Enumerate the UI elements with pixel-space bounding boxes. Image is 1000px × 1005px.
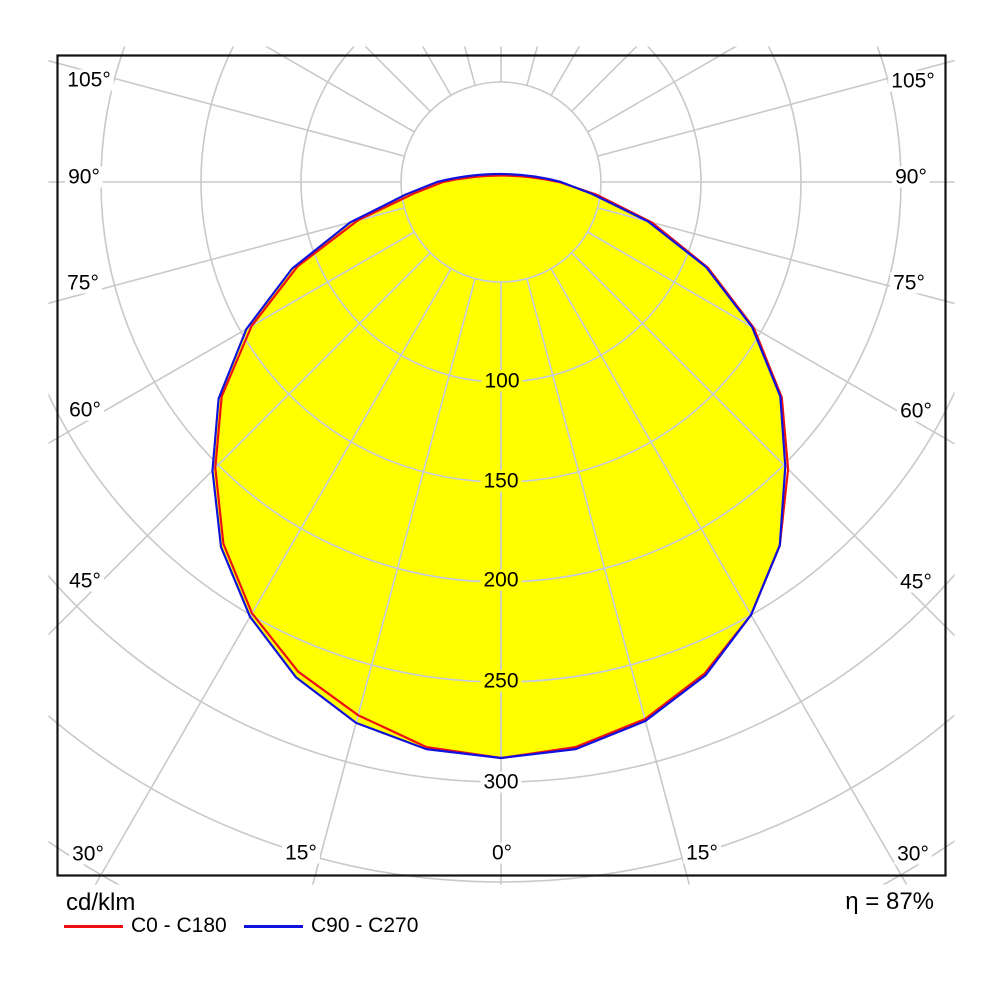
radial-label-300-bg	[480, 771, 522, 793]
grid-spoke-195	[463, 46, 476, 86]
radial-label-150: 150	[483, 470, 518, 493]
efficiency-label: η = 87%	[845, 888, 934, 915]
grid-spoke-105	[597, 59, 955, 157]
legend-label-c90-c270: C90 - C270	[311, 914, 419, 937]
angle-label-15deg: 15°	[686, 842, 718, 865]
curves-layer	[211, 172, 790, 760]
angle-label-105deg-bg	[64, 69, 114, 91]
angle-label-45deg: 45°	[69, 570, 101, 593]
grid-spoke-60	[587, 231, 786, 663]
radial-label-250-bg	[480, 670, 522, 692]
angle-label-15deg-bg	[683, 842, 721, 864]
angle-label-105deg: 105°	[891, 70, 934, 93]
legend-label-c0-c180: C0 - C180	[131, 914, 227, 937]
angle-label-45deg: 45°	[900, 571, 932, 594]
radial-label-300: 300	[483, 771, 518, 794]
angle-label-75deg: 75°	[893, 272, 925, 295]
radial-label-200-bg	[480, 569, 522, 591]
angle-label-105deg: 105°	[67, 69, 110, 92]
radial-label-150-bg	[480, 470, 522, 492]
angle-label-60deg-bg	[897, 400, 935, 422]
grid-spoke-195	[253, 0, 476, 85]
grid-spoke-105	[598, 0, 1000, 156]
angle-label-15deg: 15°	[285, 842, 317, 865]
angle-label-105deg-bg	[888, 70, 938, 92]
angle-label-60deg: 60°	[900, 400, 932, 423]
grid-spoke-255	[48, 59, 405, 157]
grid-spoke-120	[588, 0, 1000, 132]
grid-spoke-300	[212, 231, 415, 663]
grid-spoke-285	[48, 207, 405, 305]
angle-label-30deg-bg	[894, 843, 932, 865]
angle-label-0deg: 0°	[492, 842, 512, 865]
angle-label-75deg-bg	[64, 272, 102, 294]
radial-label-100-bg	[481, 370, 523, 392]
legend-swatch-blue-line	[244, 924, 303, 928]
grid-spoke-345	[251, 278, 476, 758]
grid-spoke-15	[526, 278, 751, 758]
curve-c90-c270	[211, 172, 787, 760]
legend-item-c0-c180: C0 - C180	[64, 914, 227, 937]
grid-spoke-255	[0, 0, 404, 156]
grid-spoke-120	[587, 46, 738, 133]
angle-label-90deg: 90°	[68, 166, 100, 189]
angle-label-60deg: 60°	[69, 399, 101, 422]
legend-item-c90-c270: C90 - C270	[244, 914, 419, 937]
angle-label-30deg: 30°	[897, 843, 929, 866]
angle-label-15deg-bg	[282, 842, 320, 864]
angle-label-45deg-bg	[66, 570, 104, 592]
grid-spoke-315	[212, 252, 431, 758]
grid-spoke-45	[571, 252, 786, 758]
angle-label-90deg-bg	[892, 166, 930, 188]
radial-label-100: 100	[484, 370, 519, 393]
angle-label-90deg: 90°	[895, 166, 927, 189]
plot-frame	[56, 54, 947, 877]
angle-label-90deg-bg	[65, 166, 103, 188]
radial-label-250: 250	[483, 670, 518, 693]
angle-label-30deg: 30°	[72, 843, 104, 866]
angle-label-45deg-bg	[897, 571, 935, 593]
curve-c0-c180	[214, 174, 790, 760]
grid-spoke-165	[527, 0, 750, 85]
angle-label-75deg: 75°	[67, 272, 99, 295]
grid-spoke-240	[0, 0, 414, 132]
grid-spoke-165	[526, 46, 539, 86]
angle-label-0deg-bg	[488, 842, 516, 864]
grid-spoke-75	[597, 207, 955, 305]
grid-spoke-240	[264, 46, 415, 133]
unit-label: cd/klm	[66, 889, 136, 916]
angle-label-75deg-bg	[890, 272, 928, 294]
radial-label-200: 200	[483, 569, 518, 592]
legend-swatch-red-line	[64, 924, 123, 928]
angle-label-60deg-bg	[66, 399, 104, 421]
angle-label-30deg-bg	[69, 843, 107, 865]
